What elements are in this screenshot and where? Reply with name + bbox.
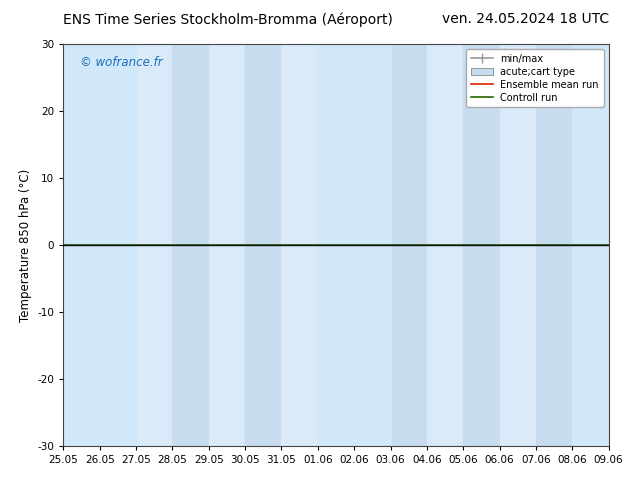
Bar: [354, 44, 391, 446]
Bar: [281, 44, 318, 446]
Bar: [209, 44, 245, 446]
Bar: [100, 44, 136, 446]
Text: © wofrance.fr: © wofrance.fr: [80, 56, 162, 69]
Bar: [391, 44, 427, 446]
Bar: [318, 44, 354, 446]
Bar: [136, 44, 172, 446]
Bar: [573, 44, 609, 446]
Bar: [536, 44, 573, 446]
Bar: [427, 44, 463, 446]
Bar: [63, 44, 100, 446]
Bar: [63, 44, 136, 446]
Y-axis label: Temperature 850 hPa (°C): Temperature 850 hPa (°C): [19, 169, 32, 321]
Bar: [500, 44, 536, 446]
Bar: [245, 44, 281, 446]
Bar: [318, 44, 391, 446]
Bar: [172, 44, 209, 446]
Text: ENS Time Series Stockholm-Bromma (Aéroport): ENS Time Series Stockholm-Bromma (Aéropo…: [63, 12, 393, 27]
Bar: [463, 44, 500, 446]
Text: ven. 24.05.2024 18 UTC: ven. 24.05.2024 18 UTC: [441, 12, 609, 26]
Bar: [573, 44, 609, 446]
Legend: min/max, acute;cart type, Ensemble mean run, Controll run: min/max, acute;cart type, Ensemble mean …: [467, 49, 604, 107]
